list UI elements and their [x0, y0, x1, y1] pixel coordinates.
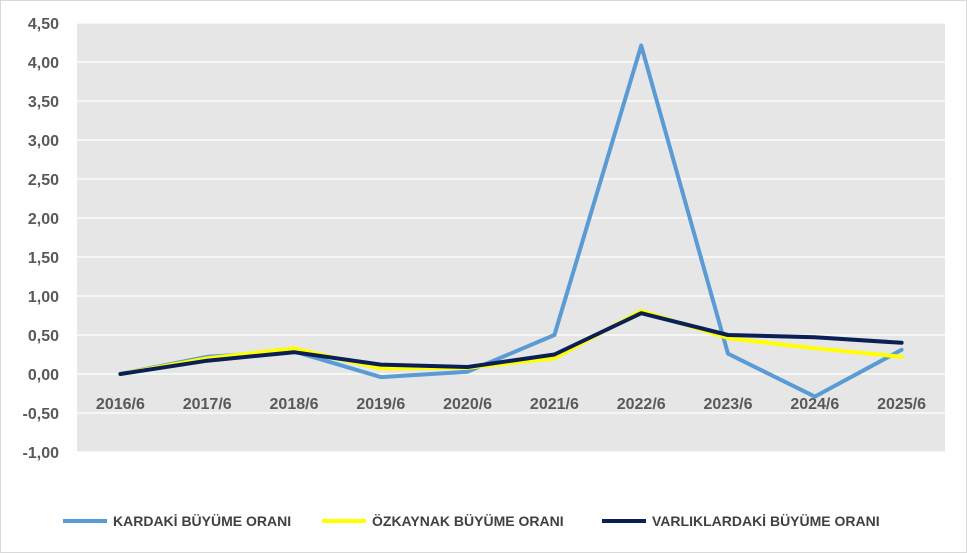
y-axis-tick-labels: -1,00 -0,50 0,00 0,50 1,00 1,50 2,00 2,50 3,00 3,… [23, 16, 60, 462]
y-tick-label: 3,00 [28, 133, 59, 150]
plot-area [77, 23, 945, 452]
x-tick-label: 2018/6 [270, 396, 319, 413]
legend-label: VARLIKLARDAKİ BÜYÜME ORANI [652, 513, 880, 529]
series-line-3 [118, 311, 904, 376]
y-tick-label: 1,50 [28, 250, 59, 267]
x-tick-label: 2025/6 [877, 396, 926, 413]
x-tick-label: 2019/6 [356, 396, 405, 413]
x-tick-label: 2021/6 [530, 396, 579, 413]
x-axis-tick-labels: 2016/6 2017/6 2018/6 2019/6 2020/6 2021/6 2022… [96, 396, 926, 413]
y-tick-label: 0,00 [28, 367, 59, 384]
series-lines [118, 43, 904, 399]
y-tick-label: 2,00 [28, 211, 59, 228]
y-tick-label: 1,00 [28, 289, 59, 306]
y-tick-label: -1,00 [23, 445, 60, 462]
legend-label: ÖZKAYNAK BÜYÜME ORANI [372, 513, 564, 529]
legend: KARDAKİ BÜYÜME ORANI ÖZKAYNAK BÜYÜME ORAN… [63, 513, 880, 529]
x-tick-label: 2016/6 [96, 396, 145, 413]
y-tick-label: 4,00 [28, 55, 59, 72]
y-tick-label: -0,50 [23, 406, 60, 423]
y-tick-label: 0,50 [28, 328, 59, 345]
y-tick-label: 2,50 [28, 172, 59, 189]
y-tick-label: 4,50 [28, 16, 59, 33]
series-line-2 [118, 308, 904, 376]
y-tick-label: 3,50 [28, 94, 59, 111]
x-tick-label: 2017/6 [183, 396, 232, 413]
x-tick-label: 2020/6 [443, 396, 492, 413]
x-tick-label: 2024/6 [790, 396, 839, 413]
x-tick-label: 2022/6 [617, 396, 666, 413]
x-tick-label: 2023/6 [704, 396, 753, 413]
legend-label: KARDAKİ BÜYÜME ORANI [113, 513, 291, 529]
gridlines [77, 22, 945, 453]
